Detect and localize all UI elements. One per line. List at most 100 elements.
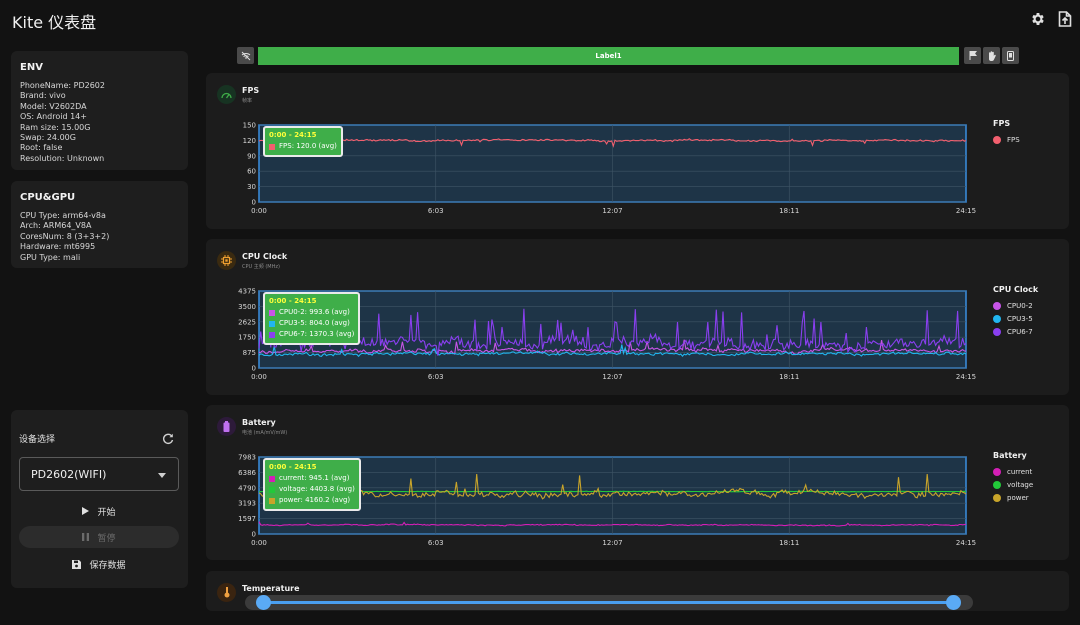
legend-label: power <box>1007 494 1029 502</box>
fps-subtitle: 帧率 <box>242 98 253 104</box>
tooltip-row: voltage: 4403.8 (avg) <box>269 484 355 495</box>
legend-dot <box>993 481 1001 489</box>
fps-tooltip: 0:00 - 24:15 FPS: 120.0 (avg) <box>263 126 343 157</box>
cpu-chart[interactable]: 4375 3500 2625 1750 875 00:00 6:03 12:07 18:11 24… <box>206 239 986 395</box>
tooltip-title: 0:00 - 24:15 <box>269 297 317 305</box>
series-line-cpu0-2 <box>258 339 967 356</box>
tooltip-row: power: 4160.2 (avg) <box>269 495 355 506</box>
y-tick-label: 875 <box>243 349 256 357</box>
y-tick-label: 6386 <box>238 469 256 477</box>
refresh-icon[interactable] <box>162 430 174 444</box>
start-label: 开始 <box>97 507 116 518</box>
legend-label: voltage <box>1007 481 1034 489</box>
cpu-legend: CPU Clock CPU0-2 CPU3-5 CPU6-7 <box>993 285 1038 341</box>
series-line-current <box>258 521 967 527</box>
legend-item-cpu6-7[interactable]: CPU6-7 <box>993 328 1038 336</box>
tooltip-row: current: 945.1 (avg) <box>269 473 355 484</box>
x-tick-label: 12:07 <box>602 373 622 381</box>
tooltip-value: current: 945.1 (avg) <box>279 474 350 482</box>
save-data-button[interactable]: 保存数据 <box>19 553 179 575</box>
gear-icon[interactable] <box>1029 10 1047 28</box>
cpu-subtitle: CPU 主频 (MHz) <box>242 264 280 270</box>
slider-end-handle[interactable] <box>946 595 961 610</box>
legend-item-cpu0-2[interactable]: CPU0-2 <box>993 302 1038 310</box>
legend-title: Battery <box>993 451 1027 460</box>
tooltip-swatch <box>269 331 275 338</box>
legend-label: CPU0-2 <box>1007 302 1033 310</box>
battery-panel: Battery 电池 (mA/mV/mW) 7983 6386 4790 3193 1597… <box>206 405 1069 560</box>
slider-start-handle[interactable] <box>256 595 271 610</box>
tooltip-value: CPU3-5: 804.0 (avg) <box>279 319 350 327</box>
legend-dot <box>993 136 1001 144</box>
x-tick-label: 12:07 <box>602 207 622 215</box>
x-tick-label: 24:15 <box>956 539 976 547</box>
legend-item-power[interactable]: power <box>993 494 1033 502</box>
phone-icon[interactable] <box>1002 47 1019 64</box>
app-title: Kite 仪表盘 <box>12 13 97 32</box>
y-tick-label: 0 <box>252 531 256 539</box>
legend-item-fps[interactable]: FPS <box>993 136 1020 144</box>
series-line-fps <box>258 138 967 148</box>
tooltip-swatch <box>269 497 275 504</box>
fps-chart[interactable]: 150 120 90 60 30 00:00 6:03 12:07 18:11 24:15 <box>206 73 986 229</box>
tooltip-title: 0:00 - 24:15 <box>269 463 317 471</box>
device-select-title: 设备选择 <box>19 435 56 445</box>
y-tick-label: 2625 <box>238 318 256 326</box>
legend-label: CPU3-5 <box>1007 315 1033 323</box>
tooltip-row: FPS: 120.0 (avg) <box>269 141 337 152</box>
y-tick-label: 1597 <box>238 515 256 523</box>
export-icon[interactable] <box>1056 10 1074 28</box>
cpu-panel: CPU Clock CPU 主频 (MHz) 4375 3500 2625 1750 875… <box>206 239 1069 395</box>
battery-icon <box>217 417 236 436</box>
start-button[interactable]: 开始 <box>19 500 179 522</box>
legend-item-current[interactable]: current <box>993 468 1033 476</box>
legend-item-voltage[interactable]: voltage <box>993 481 1033 489</box>
battery-chart[interactable]: 7983 6386 4790 3193 1597 00:00 6:03 12:07 18:11 2… <box>206 405 986 560</box>
y-tick-label: 60 <box>247 168 256 176</box>
wifi-off-icon[interactable] <box>237 47 254 64</box>
pause-label: 暂停 <box>97 533 116 544</box>
x-tick-label: 6:03 <box>428 373 444 381</box>
x-tick-label: 18:11 <box>779 373 799 381</box>
cpu-tooltip: 0:00 - 24:15 CPU0-2: 993.6 (avg) CPU3-5: 8… <box>263 292 361 345</box>
time-range-slider[interactable] <box>245 595 973 610</box>
env-line: Brand: vivo <box>20 91 66 101</box>
flag-icon[interactable] <box>964 47 981 64</box>
series-line-cpu6-7 <box>258 307 967 356</box>
top-bar: Kite 仪表盘 <box>0 0 1080 40</box>
fps-panel: FPS 帧率 150 120 90 60 30 0 0:00 6:03 12:07 18:11 24:1… <box>206 73 1069 229</box>
cpu-gpu-title: CPU&GPU <box>20 192 76 203</box>
y-tick-label: 0 <box>252 365 256 373</box>
y-tick-label: 30 <box>247 183 256 191</box>
legend-label: current <box>1007 468 1033 476</box>
label-bar[interactable]: Label1 <box>258 47 959 65</box>
pause-button[interactable]: 暂停 <box>19 526 179 548</box>
tooltip-swatch <box>269 486 275 493</box>
legend-label: CPU6-7 <box>1007 328 1033 336</box>
x-tick-label: 24:15 <box>956 373 976 381</box>
hand-icon[interactable] <box>983 47 1000 64</box>
temperature-title: Temperature <box>242 584 300 593</box>
y-tick-label: 4375 <box>238 288 256 296</box>
tooltip-value: CPU0-2: 993.6 (avg) <box>279 308 350 316</box>
battery-legend: Battery current voltage power <box>993 451 1033 507</box>
device-select[interactable]: PD2602(WIFI) <box>19 457 179 491</box>
x-tick-label: 18:11 <box>779 207 799 215</box>
legend-title: FPS <box>993 119 1011 128</box>
legend-item-cpu3-5[interactable]: CPU3-5 <box>993 315 1038 323</box>
cpu-gpu-lines: CPU Type: arm64-v8a Arch: ARM64_V8A CoresN… <box>20 211 179 263</box>
tooltip-title: 0:00 - 24:15 <box>269 131 317 139</box>
play-icon <box>82 507 90 515</box>
y-tick-label: 7983 <box>238 454 256 462</box>
chevron-down-icon <box>158 473 166 478</box>
env-card: ENV PhoneName: PD2602 Brand: vivo Model: V… <box>11 51 188 170</box>
series-line-voltage <box>258 490 967 493</box>
legend-dot <box>993 302 1001 310</box>
cpu-gpu-card: CPU&GPU CPU Type: arm64-v8a Arch: ARM64_V… <box>11 181 188 268</box>
y-tick-label: 150 <box>243 122 256 130</box>
battery-title: Battery <box>242 418 276 427</box>
battery-subtitle: 电池 (mA/mV/mW) <box>242 430 288 436</box>
y-tick-label: 3500 <box>238 303 256 311</box>
y-tick-label: 4790 <box>238 484 256 492</box>
x-tick-label: 6:03 <box>428 207 444 215</box>
